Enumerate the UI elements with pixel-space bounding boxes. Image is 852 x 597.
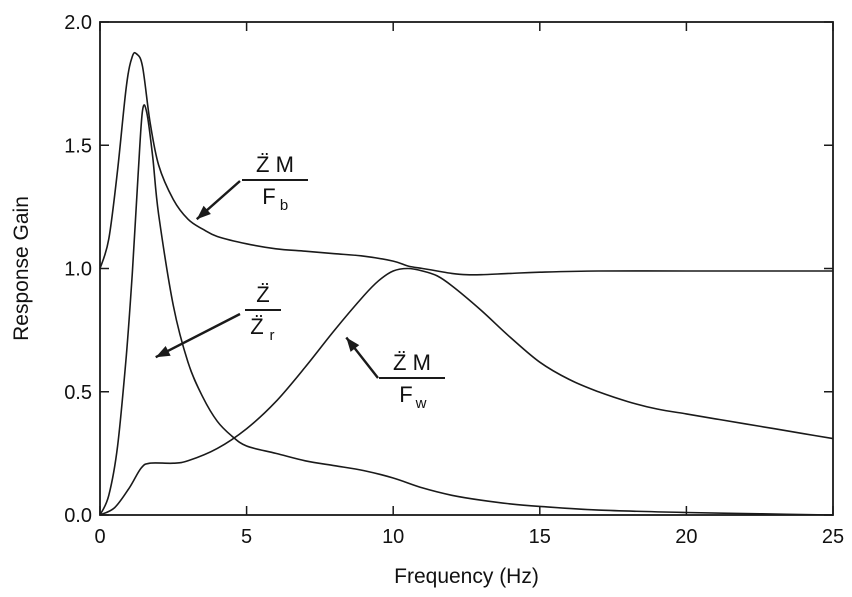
annotation-3: Z̈ M F w [345,336,445,412]
annotation-denominator: F [262,184,275,209]
series-line-3 [99,267,834,516]
arrow-head [346,337,360,352]
x-tick-label: 15 [529,526,551,548]
y-tick-label: 1.5 [64,135,92,157]
x-tick-label: 20 [675,526,697,548]
annotation-numerator: Z̈ M [393,350,431,375]
y-axis-title: Response Gain [10,196,33,341]
arrow-head [196,205,211,220]
arrow-head [155,345,171,358]
annotation-subscript: b [280,197,288,214]
y-tick-label: 0.0 [64,505,92,527]
axis-titles: Frequency (Hz) Response Gain [10,196,539,588]
annotation-arrow [155,312,241,359]
annotation-subscript: r [270,327,275,344]
series-line-2 [99,104,834,516]
x-tick-label: 0 [94,526,105,548]
x-tick-label: 25 [822,526,844,548]
x-tick-label: 5 [241,526,252,548]
x-axis-title: Frequency (Hz) [394,565,539,588]
plot-frame [99,21,834,516]
annotation-denominator: F [399,382,412,407]
annotation-numerator: Z̈ M [256,152,294,177]
y-tick-label: 1.0 [64,259,92,281]
y-tick-label: 0.5 [64,382,92,404]
curves [99,51,834,516]
axes: 0 5 10 15 20 25 0.0 0.5 1.0 1.5 2.0 [64,12,844,548]
annotation-1: Z̈ M F b [195,152,308,221]
annotation-subscript: w [415,395,427,412]
annotation-2: Z̈ Z̈ r [155,282,281,359]
y-tick-label: 2.0 [64,12,92,34]
annotation-denominator: Z̈ [250,314,263,339]
annotation-numerator: Z̈ [256,282,269,307]
annotations: Z̈ M F b Z̈ Z̈ r Z̈ M F w [155,152,445,412]
x-tick-label: 10 [382,526,404,548]
series-line-1 [99,51,833,276]
